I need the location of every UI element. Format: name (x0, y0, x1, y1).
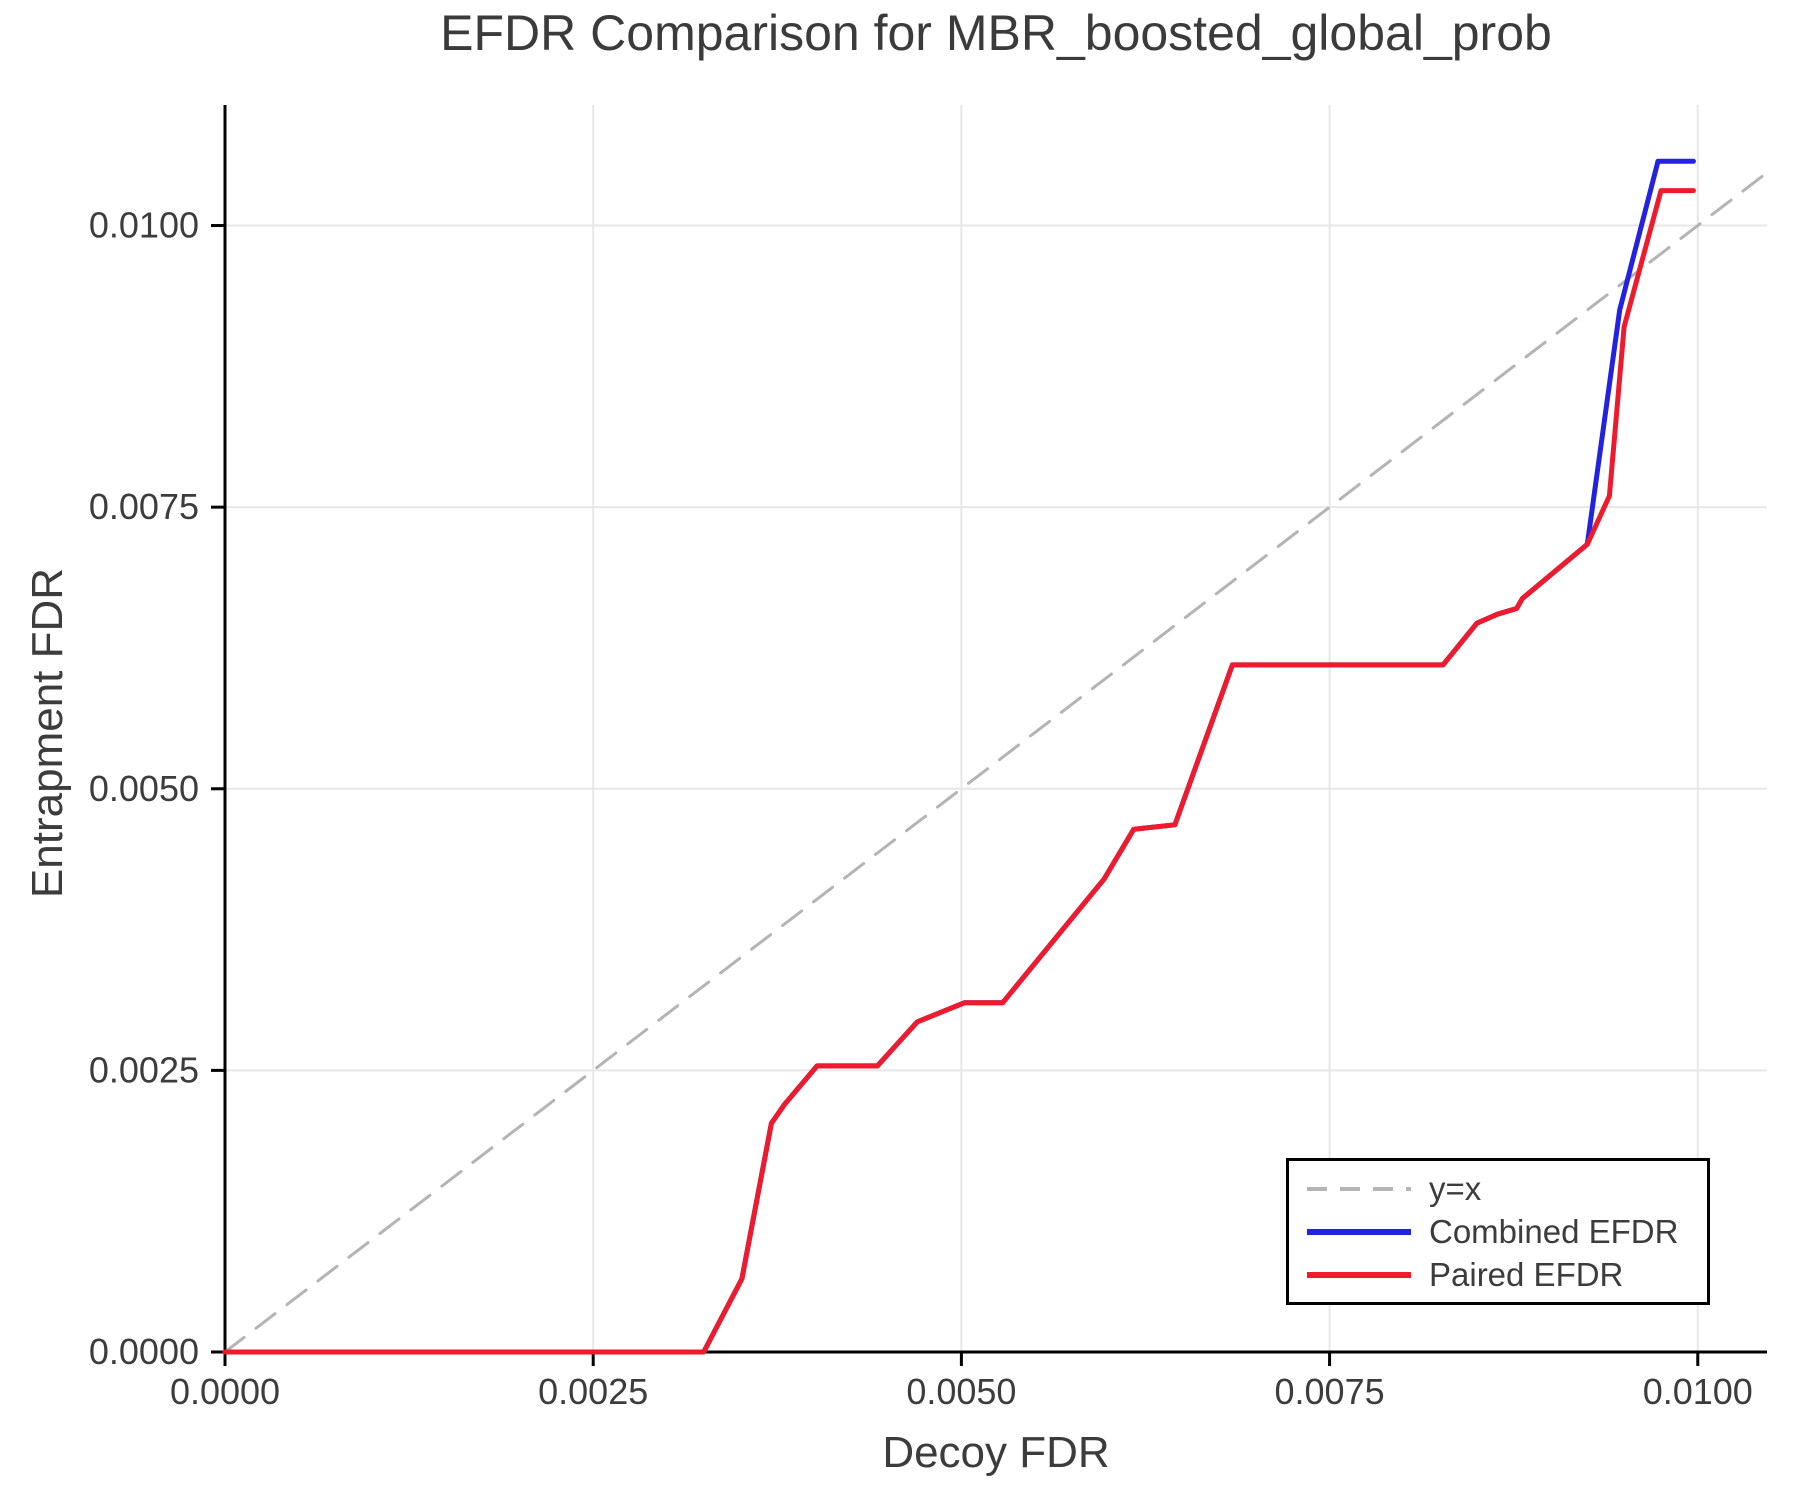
x-tick-label: 0.0100 (1643, 1371, 1753, 1412)
combined-line-sample-icon (1307, 1228, 1411, 1235)
legend-item-combined: Combined EFDR (1305, 1213, 1707, 1251)
legend-item-paired: Paired EFDR (1305, 1256, 1707, 1294)
x-tick-label: 0.0025 (538, 1371, 648, 1412)
legend-label-paired: Paired EFDR (1429, 1256, 1624, 1293)
x-axis-label: Decoy FDR (882, 1428, 1110, 1477)
y-tick-label: 0.0075 (89, 486, 199, 527)
legend-label-identity: y=x (1429, 1170, 1482, 1207)
identity-line-sample-icon (1307, 1186, 1411, 1191)
y-tick-label: 0.0050 (89, 768, 199, 809)
x-tick-label: 0.0050 (906, 1371, 1016, 1412)
paired-line-sample-icon (1307, 1271, 1411, 1278)
legend-item-identity: y=x (1305, 1170, 1707, 1208)
legend: y=x Combined EFDR Paired EFDR (1286, 1158, 1710, 1305)
chart-title: EFDR Comparison for MBR_boosted_global_p… (440, 5, 1552, 61)
y-tick-label: 0.0025 (89, 1049, 199, 1090)
x-tick-label: 0.0075 (1275, 1371, 1385, 1412)
series-y-x (223, 171, 1769, 1354)
y-tick-label: 0.0000 (89, 1331, 199, 1372)
legend-label-combined: Combined EFDR (1429, 1213, 1679, 1250)
y-tick-label: 0.0100 (89, 205, 199, 246)
x-tick-label: 0.0000 (170, 1371, 280, 1412)
series-paired-efdr (222, 188, 1696, 1355)
y-axis-label: Entrapment FDR (23, 567, 72, 899)
